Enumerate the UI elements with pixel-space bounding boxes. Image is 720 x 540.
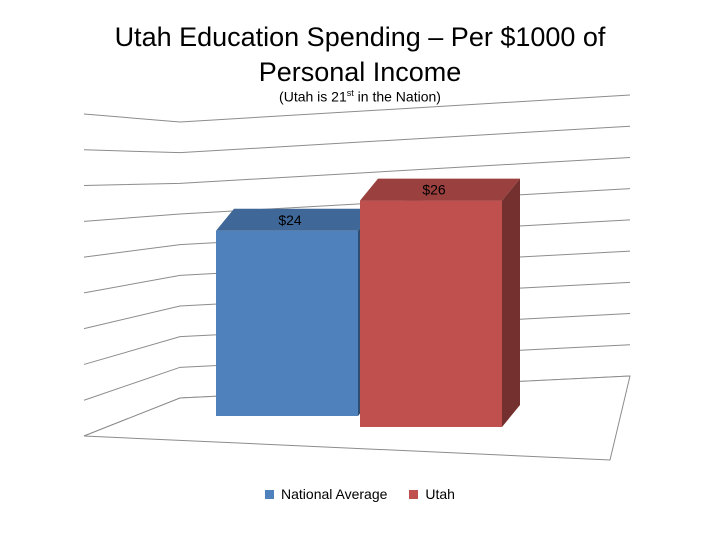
bar-front-face bbox=[360, 200, 502, 427]
bar-front-face bbox=[216, 230, 358, 416]
bar-side-face bbox=[502, 178, 520, 427]
bar-top-face bbox=[216, 208, 376, 231]
legend-swatch bbox=[265, 489, 275, 499]
bar-national-average bbox=[216, 208, 376, 416]
gridline bbox=[83, 156, 631, 187]
chart-title: Utah Education Spending – Per $1000 of P… bbox=[114, 22, 606, 87]
legend-item: National Average bbox=[265, 486, 387, 502]
data-label: $24 bbox=[278, 212, 302, 228]
gridline bbox=[83, 94, 631, 123]
bar-utah bbox=[360, 178, 520, 427]
data-label: $26 bbox=[422, 182, 446, 198]
chart-subtitle: (Utah is 21st in the Nation) bbox=[279, 88, 441, 105]
legend-swatch bbox=[409, 489, 419, 499]
legend-label: National Average bbox=[281, 486, 388, 502]
legend-label: Utah bbox=[425, 486, 455, 502]
legend-item: Utah bbox=[409, 486, 455, 502]
gridline bbox=[83, 125, 631, 154]
chart-legend: National Average Utah bbox=[0, 486, 720, 502]
bar-top-face bbox=[360, 178, 520, 201]
